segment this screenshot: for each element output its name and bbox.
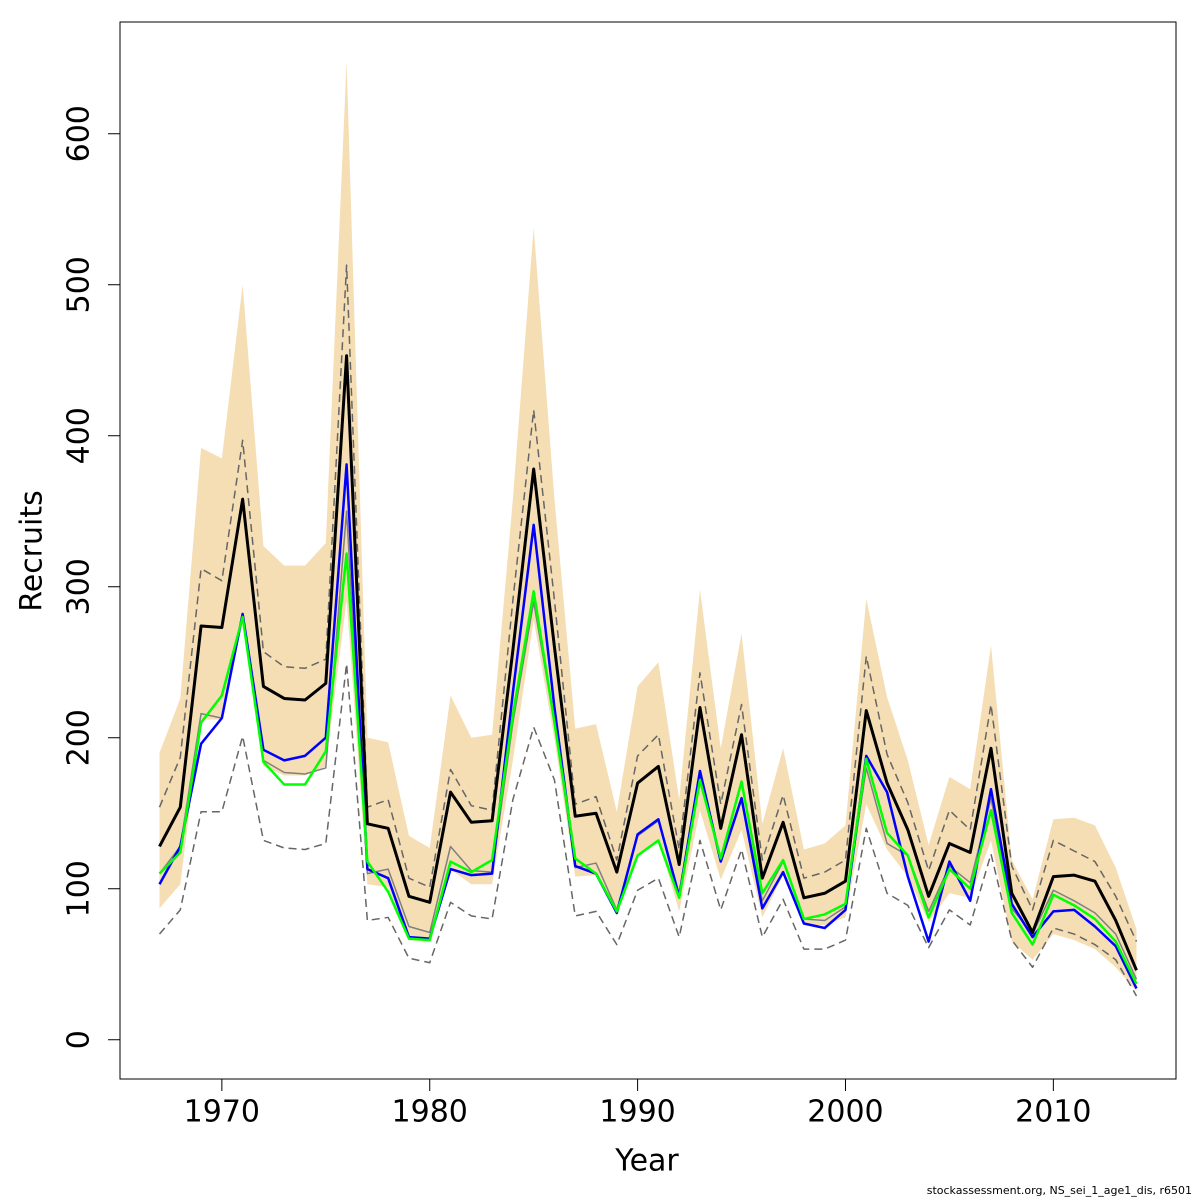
footnote: stockassessment.org, NS_sei_1_age1_dis, … xyxy=(927,1184,1192,1197)
series-line xyxy=(158,552,1138,985)
series-line xyxy=(158,354,1138,971)
x-axis-title: Year xyxy=(614,1144,679,1179)
y-tick-label: 200 xyxy=(62,709,97,766)
y-tick-label: 600 xyxy=(62,105,97,162)
y-axis-title: Recruits xyxy=(15,490,50,612)
x-tick-label: 1980 xyxy=(392,1095,468,1130)
plot-frame xyxy=(119,21,1177,1080)
x-tick-label: 1970 xyxy=(184,1095,260,1130)
x-tick-label: 1990 xyxy=(599,1095,675,1130)
series-line xyxy=(158,463,1138,989)
confidence-band xyxy=(159,61,1137,992)
y-tick-label: 100 xyxy=(62,860,97,917)
series-line xyxy=(158,264,1138,942)
x-tick-label: 2000 xyxy=(807,1095,883,1130)
y-tick-label: 0 xyxy=(62,1030,97,1049)
x-tick-label: 2010 xyxy=(1015,1095,1091,1130)
series-line xyxy=(158,663,1138,997)
y-tick-label: 500 xyxy=(62,256,97,313)
y-tick-label: 400 xyxy=(62,407,97,464)
y-tick-label: 300 xyxy=(62,558,97,615)
